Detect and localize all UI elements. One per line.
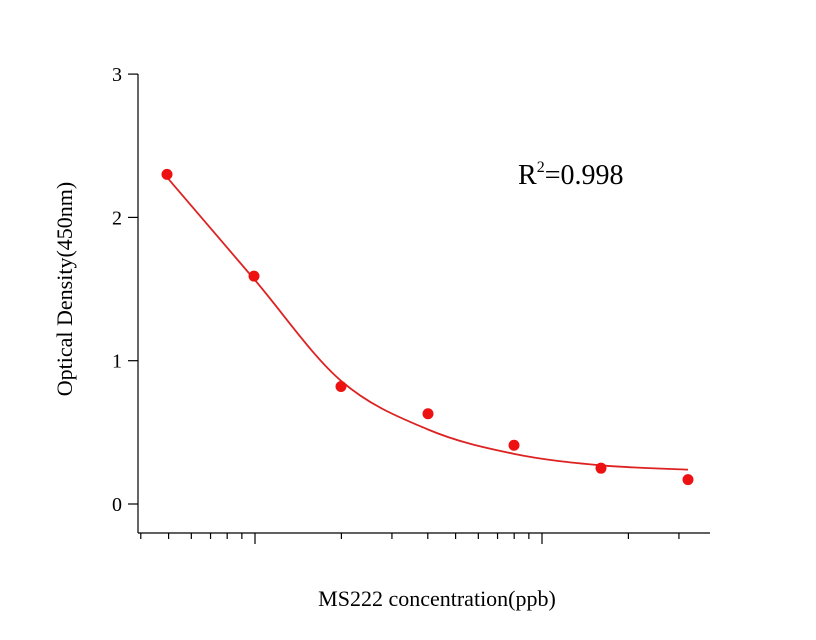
y-tick-label: 3 <box>112 64 122 86</box>
y-tick-label: 2 <box>112 207 122 229</box>
y-ticks: 0 1 2 3 <box>112 64 138 516</box>
data-point <box>508 439 520 451</box>
y-tick-label: 1 <box>112 351 122 373</box>
fit-curve <box>166 176 689 471</box>
data-point <box>335 380 347 392</box>
x-ticks <box>140 533 680 544</box>
data-point <box>682 474 694 486</box>
x-axis-title: MS222 concentration(ppb) <box>318 586 556 611</box>
plot-area: 0 1 2 3 <box>112 64 710 544</box>
r-squared-annotation: R2=0.998 <box>518 159 623 191</box>
data-points <box>161 168 694 486</box>
data-point <box>248 270 260 282</box>
y-tick-label: 0 <box>112 494 122 516</box>
data-point <box>422 408 434 420</box>
data-point <box>595 462 607 474</box>
y-axis-title: Optical Density(450nm) <box>52 182 77 396</box>
data-point <box>161 168 173 180</box>
